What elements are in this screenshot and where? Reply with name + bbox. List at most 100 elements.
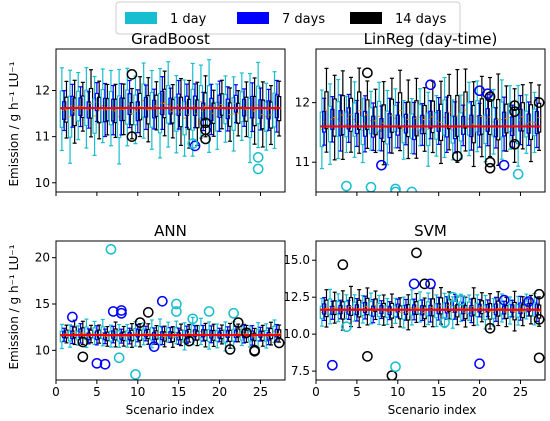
y-tick-label-10: 10 bbox=[35, 343, 50, 357]
box-14-days-s27 bbox=[536, 84, 542, 152]
box-1-day-s5 bbox=[352, 81, 357, 158]
outlier-14-days-13 bbox=[484, 162, 496, 174]
box-7-days-s6 bbox=[362, 95, 368, 153]
box-7-days-s1 bbox=[61, 90, 67, 132]
box-7-days-s4 bbox=[86, 91, 91, 129]
box-14-days-s12 bbox=[414, 292, 419, 324]
box-7-days-s15 bbox=[176, 327, 181, 346]
xlabel-left: Scenario index bbox=[126, 403, 215, 417]
outlier-14-days-20 bbox=[224, 344, 236, 355]
outlier-7-days-15 bbox=[498, 294, 510, 306]
outlier-1-day-10 bbox=[130, 369, 141, 380]
outlier-14-days-17 bbox=[533, 288, 545, 300]
outlier-14-days-19 bbox=[533, 97, 545, 108]
y-tick-label-10: 10.0 bbox=[283, 327, 310, 341]
outlier-14-days-2 bbox=[77, 351, 89, 363]
legend-label-7-days: 7 days bbox=[282, 12, 325, 27]
outlier-14-days-8 bbox=[451, 150, 463, 162]
box-7-days-s20 bbox=[217, 80, 222, 133]
outlier-14-days-25 bbox=[249, 345, 260, 357]
box-7-days-s5 bbox=[354, 99, 360, 147]
panel-title: LinReg (day-time) bbox=[364, 30, 498, 48]
outlier-7-days-0 bbox=[327, 359, 338, 371]
outlier-14-days-0 bbox=[126, 69, 138, 80]
outlier-14-days-12 bbox=[484, 156, 496, 168]
box-7-days-s2 bbox=[330, 96, 335, 143]
y-tick-label-7-5: 7.5 bbox=[291, 364, 310, 378]
axes-frame bbox=[55, 48, 286, 193]
outlier-1-day-10 bbox=[439, 316, 450, 328]
outlier-14-days-4 bbox=[200, 117, 211, 129]
panels: 10 11 12 GradBoost 11 12 LinReg (day-time) 0 5 10… bbox=[35, 30, 546, 399]
box-14-days-s6 bbox=[105, 326, 110, 347]
outlier-7-days-13 bbox=[148, 341, 160, 352]
panel-title: ANN bbox=[154, 222, 187, 240]
box-14-days-s4 bbox=[348, 76, 354, 153]
x-tick-label-20: 20 bbox=[472, 385, 487, 399]
box-14-days-s2 bbox=[332, 74, 337, 161]
box-1-day-s15 bbox=[174, 74, 179, 154]
outlier-14-days-16 bbox=[509, 106, 520, 117]
plot-area bbox=[59, 59, 282, 175]
panel-title: GradBoost bbox=[131, 30, 210, 48]
box-1-day-s22 bbox=[231, 76, 236, 152]
outlier-1-day-5 bbox=[105, 243, 117, 255]
box-1-day-s2 bbox=[327, 83, 333, 165]
outlier-7-days-14 bbox=[498, 159, 510, 171]
box-1-day-s11 bbox=[141, 62, 146, 139]
box-14-days-s16 bbox=[446, 73, 452, 151]
box-7-days-s8 bbox=[119, 83, 124, 136]
box-1-day-s14 bbox=[426, 91, 431, 167]
x-tick-label-10: 10 bbox=[130, 385, 145, 399]
box-7-days-s16 bbox=[444, 96, 450, 153]
outlier-14-days-6 bbox=[200, 133, 211, 145]
outlier-14-days-26 bbox=[273, 337, 285, 349]
box-1-day-s24 bbox=[247, 72, 253, 164]
outlier-7-days-16 bbox=[523, 296, 534, 307]
outlier-14-days-11 bbox=[134, 317, 146, 328]
box-1-day-s6 bbox=[100, 318, 105, 347]
box-7-days-s26 bbox=[526, 101, 531, 146]
box-1-day-s3 bbox=[336, 293, 341, 323]
outlier-1-day-21 bbox=[228, 307, 239, 319]
outlier-7-days-7 bbox=[116, 305, 127, 316]
box-1-day-s19 bbox=[466, 294, 472, 322]
y-tick-label-15: 15 bbox=[35, 297, 50, 311]
box-1-day-s12 bbox=[409, 289, 415, 326]
box-7-days-s4 bbox=[346, 93, 351, 143]
box-7-days-s18 bbox=[201, 91, 206, 132]
y-tick-label-15: 15.0 bbox=[283, 253, 310, 267]
box-1-day-s6 bbox=[360, 97, 365, 164]
box-7-days-s16 bbox=[184, 83, 190, 129]
box-1-day-s26 bbox=[264, 82, 269, 151]
box-7-days-s7 bbox=[111, 84, 116, 136]
y-tick-label-11: 11 bbox=[295, 155, 310, 169]
box-7-days-s10 bbox=[135, 89, 140, 134]
box-1-day-s23 bbox=[239, 72, 245, 141]
box-14-days-s10 bbox=[397, 69, 403, 152]
outlier-14-days-19 bbox=[533, 352, 545, 364]
box-1-day-s23 bbox=[499, 79, 505, 160]
box-1-day-s7 bbox=[368, 292, 374, 325]
box-1-day-s16 bbox=[182, 322, 187, 351]
box-14-days-s12 bbox=[154, 325, 159, 345]
outlier-1-day-19 bbox=[203, 306, 215, 317]
box-7-days-s21 bbox=[485, 93, 490, 147]
outlier-1-day-9 bbox=[113, 352, 125, 364]
x-tick-label-15: 15 bbox=[171, 385, 186, 399]
outlier-1-day-18 bbox=[512, 168, 524, 180]
outlier-14-days-1 bbox=[337, 259, 349, 271]
box-7-days-s17 bbox=[192, 325, 198, 341]
box-1-day-s13 bbox=[417, 291, 423, 323]
box-7-days-s21 bbox=[485, 299, 490, 318]
box-1-day-s1 bbox=[319, 89, 325, 170]
box-14-days-s7 bbox=[113, 83, 118, 139]
box-1-day-s4 bbox=[344, 95, 349, 154]
box-14-days-s1 bbox=[324, 67, 329, 153]
box-7-days-s1 bbox=[321, 97, 327, 146]
ylabel-top: Emission / g h⁻¹ LU⁻¹ bbox=[7, 61, 21, 186]
box-1-day-s18 bbox=[198, 317, 204, 346]
box-14-days-s19 bbox=[471, 287, 476, 327]
box-14-days-s10 bbox=[137, 76, 143, 138]
outlier-1-day-12 bbox=[455, 294, 467, 306]
